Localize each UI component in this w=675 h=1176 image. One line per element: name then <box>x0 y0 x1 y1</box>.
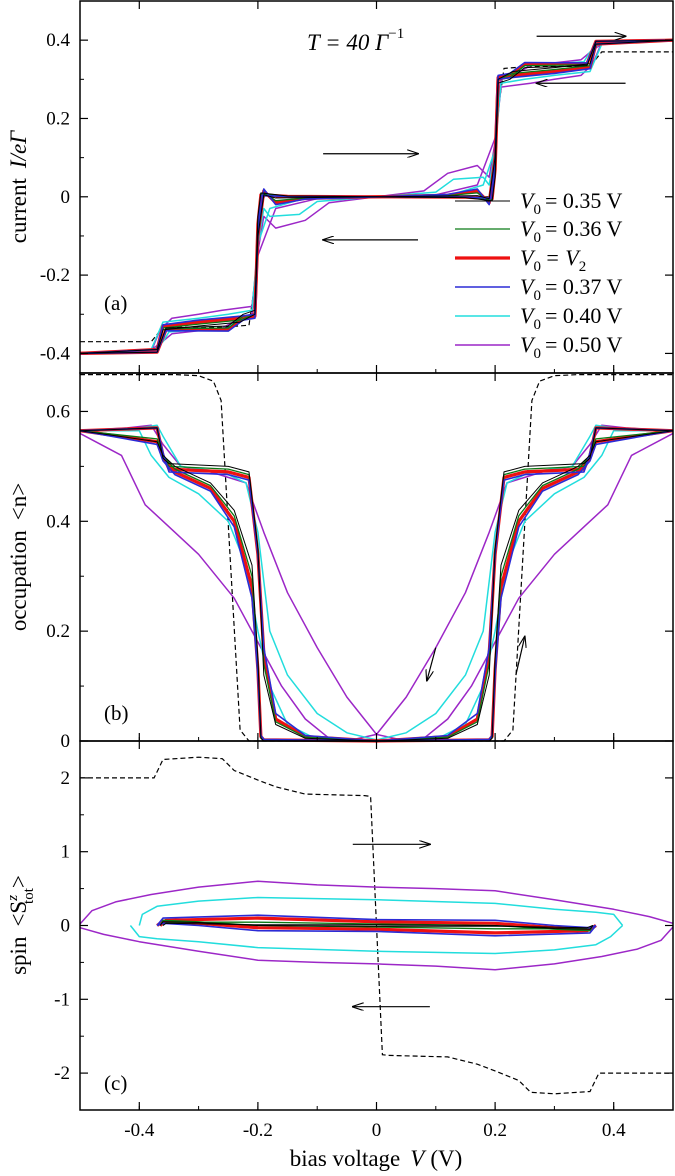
dashed-reference-curve <box>80 756 673 1095</box>
legend-item-3: V0 = 0.37 V <box>455 274 622 304</box>
legend-item-4: V0 = 0.40 V <box>455 303 622 333</box>
y-tick-label: 2 <box>61 768 71 789</box>
legend-label-2: V0 = V2 <box>520 245 586 275</box>
legend-label-3: V0 = 0.37 V <box>520 274 622 304</box>
series-3-up-branch <box>79 427 674 742</box>
y-tick-label: 0.2 <box>46 108 70 129</box>
series-0-up-branch <box>79 39 674 354</box>
series-0-down-branch <box>79 427 674 742</box>
y-tick-label: 0.4 <box>46 511 70 532</box>
series-2-up-branch <box>79 426 674 743</box>
series-0-up-branch <box>79 427 674 742</box>
xlabel: bias voltage V (V) <box>290 1146 463 1171</box>
arrows-a <box>323 36 625 240</box>
legend-label-0: V0 = 0.35 V <box>520 188 622 218</box>
legend-item-0: V0 = 0.35 V <box>455 188 622 218</box>
x-tick-label: -0.4 <box>124 1120 155 1141</box>
y-tick-label: 1 <box>61 842 71 863</box>
series-5-up-branch <box>79 880 674 925</box>
y-tick-label: -2 <box>54 1063 70 1084</box>
legend-item-5: V0 = 0.50 V <box>455 332 622 362</box>
x-tick-label: 0.4 <box>602 1120 626 1141</box>
panel-a-current: -0.4 -0.2 0 0.2 0.4 (a) currentI/eΓ T = 40 Γ… <box>6 0 674 374</box>
legend: V0 = 0.35 V V0 = 0.36 V V0 = V2 V0 = 0.37 V … <box>455 188 622 362</box>
series-4-down-branch <box>129 924 624 955</box>
curves-b <box>79 374 674 743</box>
ylabel-b: occupation<n> <box>6 483 31 631</box>
panel-tag-a: (a) <box>104 291 127 315</box>
series-4-up-branch <box>138 896 624 926</box>
ylabel-c: spin<Sztot> <box>5 875 37 975</box>
series-3-down-branch <box>79 427 674 742</box>
panel-tag-c: (c) <box>104 1071 127 1095</box>
series-1-up-branch <box>79 427 674 742</box>
temperature-annotation: T = 40 Γ−1 <box>307 26 404 55</box>
y-tick-label: 0 <box>61 916 71 937</box>
dashed-reference-curve <box>80 374 673 742</box>
x-tick-label: 0.2 <box>483 1120 507 1141</box>
series-0-down-branch <box>159 921 594 929</box>
series-3-down-branch <box>79 39 674 355</box>
curves-a <box>79 38 674 355</box>
y-tick-label: 0.4 <box>46 30 70 51</box>
series-1-down-branch <box>79 427 674 742</box>
legend-item-1: V0 = 0.36 V <box>455 216 622 246</box>
series-0-up-branch <box>162 922 594 930</box>
x-tick-label: 0 <box>372 1120 382 1141</box>
y-tick-label: 0 <box>61 731 71 752</box>
panel-tag-b: (b) <box>104 701 129 725</box>
series-3-up-branch <box>79 39 674 355</box>
legend-item-2: V0 = V2 <box>455 245 586 275</box>
y-tick-label: 0.2 <box>46 621 70 642</box>
x-tick-label: -0.2 <box>243 1120 273 1141</box>
sweep-direction-arrow <box>427 647 437 681</box>
sweep-direction-arrow <box>515 637 525 676</box>
arrows-c <box>353 844 430 1006</box>
y-tick-label: -0.2 <box>40 265 70 286</box>
legend-label-1: V0 = 0.36 V <box>520 216 622 246</box>
y-tick-label: 0.6 <box>46 401 70 422</box>
series-0-down-branch <box>79 39 674 354</box>
arrows-b <box>427 637 525 681</box>
ylabel-a: currentI/eΓ <box>6 130 31 243</box>
plot-frame-b <box>79 372 674 742</box>
y-tick-label: 0 <box>61 187 71 208</box>
curves-c <box>79 756 674 1095</box>
legend-label-5: V0 = 0.50 V <box>520 332 622 362</box>
y-tick-label: -0.4 <box>40 343 71 364</box>
panel-c-spin: -0.4 -0.2 0 0.2 0.4 -2 -1 0 1 2 (c) spin<Sztot> <box>5 740 674 1141</box>
series-5-down-branch <box>79 926 674 971</box>
ticks-a: -0.4 -0.2 0 0.2 0.4 <box>40 1 674 373</box>
y-tick-label: -1 <box>54 989 70 1010</box>
legend-label-4: V0 = 0.40 V <box>520 303 622 333</box>
series-2-down-branch <box>79 426 674 743</box>
ticks-b: 0 0.2 0.4 0.6 <box>46 373 674 752</box>
panel-b-occupation: 0 0.2 0.4 0.6 (b) occupation<n> <box>6 372 674 752</box>
ticks-c: -0.4 -0.2 0 0.2 0.4 -2 -1 0 1 2 <box>54 741 674 1141</box>
